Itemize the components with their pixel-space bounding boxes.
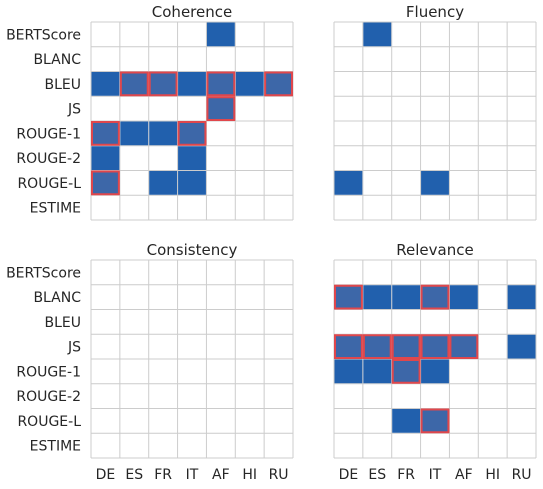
heatmap-cell: [120, 72, 149, 96]
heatmap-cell: [392, 285, 421, 309]
y-tick-label: BLEU: [45, 77, 82, 93]
heatmap-cell: [149, 171, 178, 195]
highlight-outline: [206, 96, 236, 121]
heatmap-cell: [392, 334, 421, 359]
heatmap-cell: [363, 22, 392, 47]
heatmap-cell: [363, 359, 392, 384]
highlight-outline: [362, 334, 392, 359]
heatmap-cell: [334, 359, 363, 384]
highlight-outline: [449, 334, 479, 359]
y-tick-label: BLEU: [45, 315, 82, 331]
y-tick-label: BLANC: [33, 290, 81, 306]
highlight-outline: [206, 71, 236, 97]
y-tick-label: BERTScore: [6, 265, 81, 281]
highlight-outline: [391, 334, 421, 359]
heatmap-cell: [392, 359, 421, 384]
heatmap-cell: [421, 171, 449, 195]
x-tick-label: RU: [512, 467, 532, 483]
highlight-outline: [91, 170, 120, 196]
heatmap-cell: [149, 72, 178, 96]
heatmap-cell: [507, 285, 536, 309]
x-tick-label: DE: [96, 467, 116, 483]
highlight-outline: [91, 121, 120, 146]
heatmap-panel-consistency: Consistency BERTScore BLANC BLEU JS ROUGE-1 RO…: [6, 241, 294, 483]
x-tick-label: HI: [485, 467, 500, 483]
heatmap-cell: [421, 359, 449, 384]
heatmap-cell: [178, 72, 206, 96]
x-tick-label: FR: [397, 467, 415, 483]
heatmap-cell: [91, 171, 120, 195]
x-tick-label: AF: [455, 467, 473, 483]
heatmap-cell: [449, 334, 478, 359]
highlight-outline: [148, 71, 178, 97]
y-tick-label: BLANC: [33, 52, 81, 68]
x-tick-label: IT: [186, 467, 199, 483]
x-tick-label: DE: [339, 467, 359, 483]
heatmap-cell: [91, 72, 120, 96]
heatmap-cell: [449, 285, 478, 309]
heatmap-cell: [334, 334, 363, 359]
y-tick-label: ESTIME: [30, 201, 81, 217]
heatmap-cell: [178, 146, 206, 170]
x-tick-label: FR: [154, 467, 172, 483]
heatmap-cell: [363, 334, 392, 359]
heatmap-cell: [91, 146, 120, 170]
y-tick-label: ESTIME: [30, 439, 81, 455]
heatmap-cell: [206, 72, 235, 96]
heatmap-panel-coherence: Coherence BERTScore BLANC BLEU JS ROUGE-1 ROUG…: [6, 3, 294, 221]
highlight-outline: [119, 71, 149, 97]
highlight-outline: [334, 334, 363, 359]
x-tick-label: HI: [242, 467, 257, 483]
heatmap-cell: [421, 334, 449, 359]
y-tick-label: ROUGE-L: [17, 176, 81, 192]
heatmap-cell: [120, 121, 149, 146]
y-tick-label: BERTScore: [6, 27, 81, 43]
highlight-outline: [264, 71, 293, 97]
heatmap-cell: [334, 285, 363, 309]
x-tick-label: RU: [269, 467, 289, 483]
heatmap-cell: [149, 121, 178, 146]
x-tick-label: IT: [429, 467, 442, 483]
y-tick-label: ROUGE-2: [16, 151, 81, 167]
heatmap-cell: [91, 121, 120, 146]
y-tick-label: ROUGE-1: [16, 364, 81, 380]
y-tick-label: JS: [67, 340, 81, 356]
heatmap-cell: [392, 409, 421, 433]
panel-title: Coherence: [152, 3, 232, 21]
heatmap-cell: [507, 334, 536, 359]
y-tick-label: ROUGE-L: [17, 414, 81, 430]
y-tick-label: ROUGE-1: [16, 126, 81, 142]
heatmap-cell: [264, 72, 293, 96]
y-tick-label: JS: [67, 102, 81, 118]
heatmap-cell: [235, 72, 264, 96]
x-tick-label: ES: [125, 467, 143, 483]
heatmap-cell: [206, 22, 235, 47]
heatmap-panel-relevance: Relevance DE ES FR IT AF HI RU: [333, 241, 537, 483]
heatmap-cell: [178, 171, 206, 195]
highlight-outline: [177, 121, 207, 146]
heatmap-cell: [334, 171, 363, 195]
heatmap-cell: [363, 285, 392, 309]
heatmap-cell: [421, 409, 449, 433]
x-tick-label: ES: [368, 467, 386, 483]
panel-title: Relevance: [396, 241, 473, 259]
highlight-outline: [334, 284, 363, 310]
heatmap-cell: [178, 121, 206, 146]
panel-title: Consistency: [147, 241, 238, 259]
highlight-outline: [420, 284, 450, 310]
panel-title: Fluency: [406, 3, 464, 21]
heatmap-cell: [421, 285, 449, 309]
heatmap-panel-fluency: Fluency: [333, 3, 537, 221]
x-tick-label: AF: [212, 467, 230, 483]
y-tick-label: ROUGE-2: [16, 389, 81, 405]
highlight-outline: [420, 334, 450, 359]
heatmap-cell: [206, 96, 235, 121]
highlight-outline: [391, 359, 421, 384]
highlight-outline: [420, 408, 450, 434]
